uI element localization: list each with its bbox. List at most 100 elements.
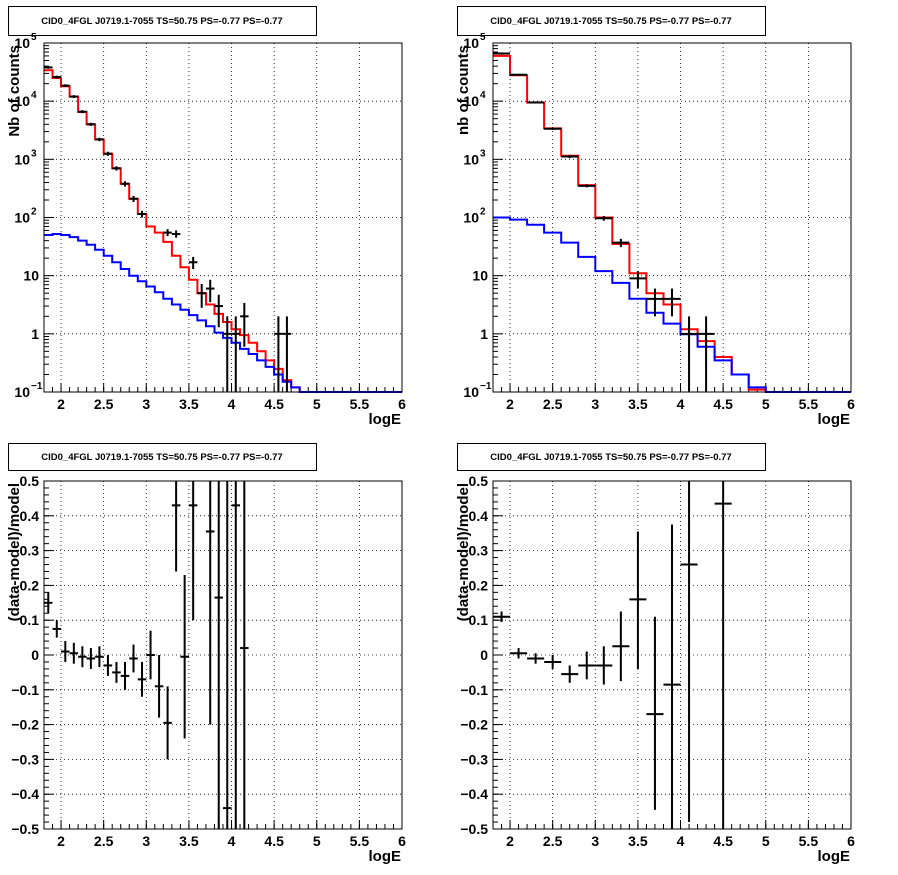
data-point xyxy=(112,166,121,171)
data-point xyxy=(697,316,715,392)
y-axis-label: (data-model)/model xyxy=(6,483,23,621)
x-tick-label: 5 xyxy=(762,396,770,412)
data-point xyxy=(544,127,562,130)
plot-frame xyxy=(43,480,403,830)
x-tick-label: 5.5 xyxy=(799,833,819,849)
data-point xyxy=(646,616,664,810)
y-tick-label: 0 xyxy=(480,647,488,663)
chart-title: CID0_4FGL J0719.1-7055 TS=50.75 PS=-0.77… xyxy=(41,452,282,463)
data-point xyxy=(544,655,562,669)
y-tick-label: −0.4 xyxy=(460,786,488,802)
data-point xyxy=(646,288,664,317)
data-point xyxy=(612,611,630,682)
data-point xyxy=(240,481,249,829)
data-point xyxy=(223,316,232,392)
data-point xyxy=(629,271,647,289)
title-box xyxy=(8,6,317,36)
x-tick-label: 2 xyxy=(57,396,65,412)
panel-1: CID0_4FGL J0719.1-7055 TS=50.75 PS=-0.77… xyxy=(6,6,406,428)
data-point xyxy=(86,122,96,126)
y-tick-label: 10 xyxy=(463,35,479,51)
y-tick-label: 0.4 xyxy=(20,508,40,524)
total-model-histogram xyxy=(493,54,851,393)
data-point xyxy=(595,216,613,221)
x-tick-label: 4.5 xyxy=(264,833,284,849)
x-tick-label: 4 xyxy=(677,396,685,412)
plot-frame xyxy=(492,480,852,830)
total-model-histogram xyxy=(44,69,402,393)
y-tick-label: −0.3 xyxy=(460,751,488,767)
y-tick-exponent: 5 xyxy=(480,32,486,43)
y-tick-label: −0.1 xyxy=(460,682,488,698)
x-tick-label: 2.5 xyxy=(543,833,563,849)
x-tick-label: 5 xyxy=(313,833,321,849)
x-tick-label: 2.5 xyxy=(94,396,114,412)
data-point xyxy=(578,184,596,188)
data-point xyxy=(231,481,241,829)
y-tick-exponent: 4 xyxy=(31,90,37,101)
x-tick-label: 6 xyxy=(398,396,406,412)
x-tick-label: 3 xyxy=(591,833,599,849)
data-point xyxy=(180,574,189,739)
data-point xyxy=(163,686,172,760)
y-tick-label: −0.5 xyxy=(11,821,39,837)
y-tick-label: 10 xyxy=(463,210,479,226)
x-axis-label: logE xyxy=(818,848,851,865)
data-point xyxy=(629,531,647,669)
data-point xyxy=(578,651,596,680)
x-tick-label: 5.5 xyxy=(799,396,819,412)
data-point xyxy=(163,229,172,237)
data-point xyxy=(146,630,155,680)
data-point xyxy=(95,137,104,142)
data-point xyxy=(120,181,130,187)
y-tick-label: 10 xyxy=(463,384,479,400)
y-tick-label: 10 xyxy=(14,384,30,400)
x-tick-label: 4 xyxy=(228,396,236,412)
y-tick-exponent: 2 xyxy=(480,207,486,218)
panel-4: CID0_4FGL J0719.1-7055 TS=50.75 PS=-0.77… xyxy=(455,443,855,865)
data-point xyxy=(44,592,53,614)
data-point xyxy=(188,256,198,270)
y-tick-label: −0.4 xyxy=(11,786,39,802)
data-point xyxy=(231,316,241,392)
x-tick-label: 3.5 xyxy=(628,396,648,412)
y-tick-label: 1 xyxy=(480,326,488,342)
data-point xyxy=(205,279,215,303)
y-tick-label: 10 xyxy=(14,210,30,226)
chart-title: CID0_4FGL J0719.1-7055 TS=50.75 PS=-0.77… xyxy=(490,16,731,27)
data-point xyxy=(493,52,511,55)
y-tick-label: 10 xyxy=(23,268,39,284)
data-point xyxy=(680,316,698,392)
data-point xyxy=(129,644,138,673)
data-point xyxy=(527,101,545,104)
data-point xyxy=(680,481,698,823)
y-tick-label: −0.5 xyxy=(460,821,488,837)
data-point xyxy=(663,288,681,317)
data-point xyxy=(282,316,292,392)
data-point xyxy=(69,95,79,99)
data-point xyxy=(44,66,53,69)
y-tick-label: 10 xyxy=(463,151,479,167)
x-axis-label: logE xyxy=(818,411,851,428)
y-tick-exponent: 5 xyxy=(31,32,37,43)
y-tick-label: 10 xyxy=(14,93,30,109)
x-tick-label: 3 xyxy=(142,396,150,412)
data-point xyxy=(69,642,79,664)
y-tick-label: 0.4 xyxy=(469,508,489,524)
x-axis-label: logE xyxy=(369,411,402,428)
x-tick-label: 5 xyxy=(313,396,321,412)
data-point xyxy=(95,646,104,668)
y-tick-label: 0.2 xyxy=(20,577,40,593)
y-tick-label: 10 xyxy=(463,93,479,109)
y-tick-exponent: 3 xyxy=(480,148,486,159)
data-point xyxy=(510,648,528,659)
x-tick-label: 4 xyxy=(228,833,236,849)
x-tick-label: 2.5 xyxy=(94,833,114,849)
data-point xyxy=(137,210,147,218)
x-tick-label: 3.5 xyxy=(628,833,648,849)
data-point xyxy=(103,655,113,676)
data-point xyxy=(112,661,121,683)
data-point xyxy=(52,620,62,638)
x-tick-label: 2.5 xyxy=(543,396,563,412)
data-point xyxy=(561,665,579,683)
